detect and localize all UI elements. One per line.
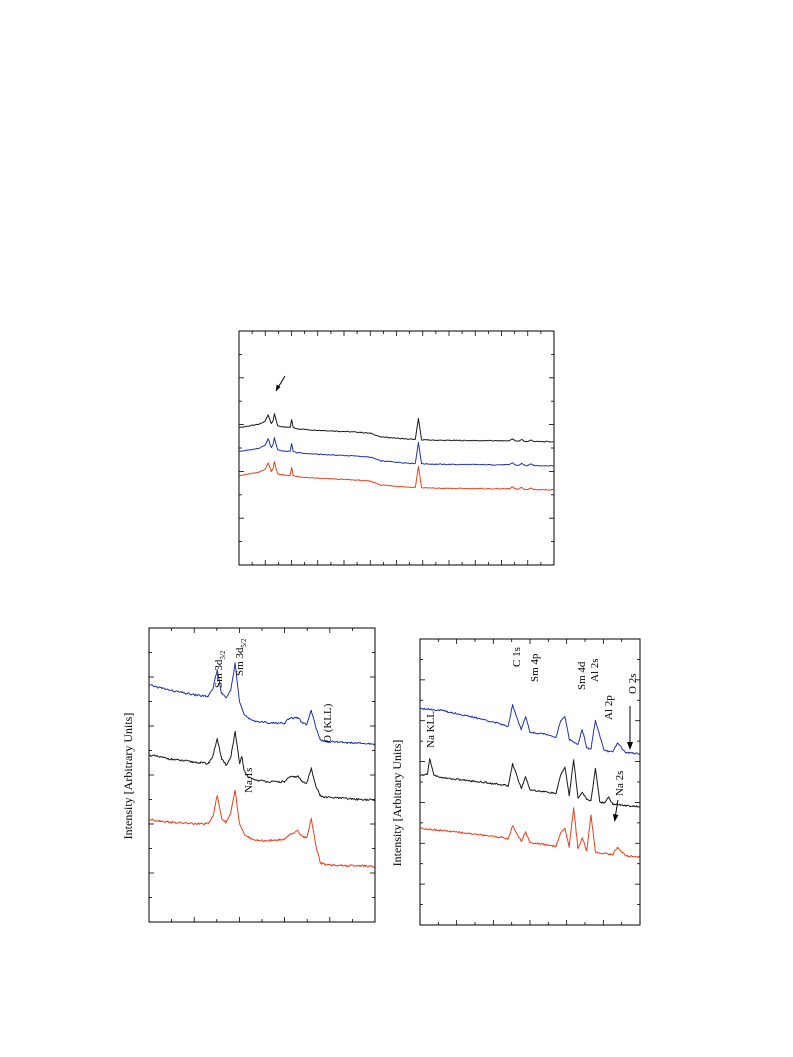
svg-text:Na KLL: Na KLL [425, 711, 437, 748]
sm3d-series [149, 662, 375, 868]
sm3d-annotation-okll: O (KLL) [322, 703, 334, 743]
lowbe-annotation-na2s: Na 2s [614, 771, 626, 796]
svg-text:Na 1s: Na 1s [243, 768, 255, 793]
lowbe-annotation-sm4d: Sm 4d [576, 661, 588, 690]
lowbe-series-line-2 [420, 807, 640, 859]
sm3d-chart: Intensity [Arbitrary Units] Sm 3d3/2 Sm … [121, 627, 376, 923]
lowbe-annotation-nakll: Na KLL [425, 711, 437, 748]
lowbe-annotation-sm4p: Sm 4p [529, 653, 541, 682]
survey-ticks [239, 331, 554, 565]
lowbe-annotation-o2s: O 2s [627, 674, 639, 694]
survey-series-line-1 [239, 437, 554, 467]
lowbe-series-line-0 [420, 704, 640, 755]
sm3d-plot-frame [148, 627, 376, 923]
svg-text:O 2s: O 2s [627, 674, 639, 694]
lowbe-annotation-c1s: C 1s [511, 647, 523, 667]
sm3d-annotation-na1s: Na 1s [243, 768, 255, 793]
survey-series-line-0 [239, 413, 554, 443]
svg-text:Al 2p: Al 2p [603, 695, 615, 720]
svg-text:C 1s: C 1s [511, 647, 523, 667]
survey-arrow [275, 375, 286, 392]
lowbe-ticks [420, 639, 640, 925]
svg-text:Na 2s: Na 2s [614, 771, 626, 796]
sm3d-annotation-sm3d32: Sm 3d3/2 [213, 650, 227, 688]
sm3d-ylabel: Intensity [Arbitrary Units] [121, 713, 135, 840]
survey-series-line-2 [239, 461, 554, 491]
survey-chart [238, 330, 555, 566]
lowbe-ylabel: Intensity [Arbitrary Units] [390, 740, 404, 867]
svg-text:Sm 3d5/2: Sm 3d5/2 [234, 638, 248, 676]
sm3d-series-line-1 [149, 730, 375, 802]
sm3d-ticks [149, 628, 375, 922]
sm3d-series-line-2 [149, 789, 375, 868]
lowbe-series [420, 704, 640, 859]
sm3d-annotation-sm3d52: Sm 3d5/2 [234, 638, 248, 676]
lowbe-arrow-na2s [613, 799, 619, 822]
lowbe-chart: Intensity [Arbitrary Units] C 1s Sm 4p S… [390, 638, 641, 926]
svg-text:Sm 4p: Sm 4p [529, 653, 541, 682]
lowbe-annotation-al2p: Al 2p [603, 695, 615, 720]
lowbe-series-line-1 [420, 758, 640, 808]
svg-text:O (KLL): O (KLL) [322, 703, 334, 743]
sm3d-series-line-0 [149, 662, 375, 746]
lowbe-arrow-o2s [627, 706, 633, 750]
svg-text:Sm 4d: Sm 4d [576, 661, 588, 690]
survey-plot-frame [238, 330, 555, 566]
survey-series [239, 413, 554, 491]
svg-text:Al 2s: Al 2s [589, 658, 601, 682]
lowbe-annotation-al2s: Al 2s [589, 658, 601, 682]
svg-text:Sm 3d3/2: Sm 3d3/2 [213, 650, 227, 688]
